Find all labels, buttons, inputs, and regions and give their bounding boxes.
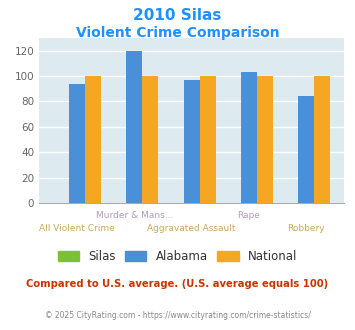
Bar bbox=[184, 80, 200, 203]
Bar bbox=[315, 76, 331, 203]
Bar bbox=[298, 96, 315, 203]
Text: Violent Crime Comparison: Violent Crime Comparison bbox=[76, 26, 279, 40]
Text: Compared to U.S. average. (U.S. average equals 100): Compared to U.S. average. (U.S. average … bbox=[26, 279, 329, 289]
Text: 2010 Silas: 2010 Silas bbox=[133, 8, 222, 23]
Bar bbox=[200, 76, 216, 203]
Bar bbox=[69, 83, 85, 203]
Text: © 2025 CityRating.com - https://www.cityrating.com/crime-statistics/: © 2025 CityRating.com - https://www.city… bbox=[45, 311, 310, 320]
Text: Aggravated Assault: Aggravated Assault bbox=[147, 224, 236, 233]
Text: Robbery: Robbery bbox=[288, 224, 325, 233]
Text: Rape: Rape bbox=[237, 211, 261, 219]
Bar bbox=[85, 76, 101, 203]
Bar bbox=[126, 50, 142, 203]
Bar bbox=[257, 76, 273, 203]
Text: Murder & Mans...: Murder & Mans... bbox=[95, 211, 173, 219]
Legend: Silas, Alabama, National: Silas, Alabama, National bbox=[53, 245, 302, 268]
Bar bbox=[241, 72, 257, 203]
Text: All Violent Crime: All Violent Crime bbox=[39, 224, 115, 233]
Bar bbox=[142, 76, 158, 203]
